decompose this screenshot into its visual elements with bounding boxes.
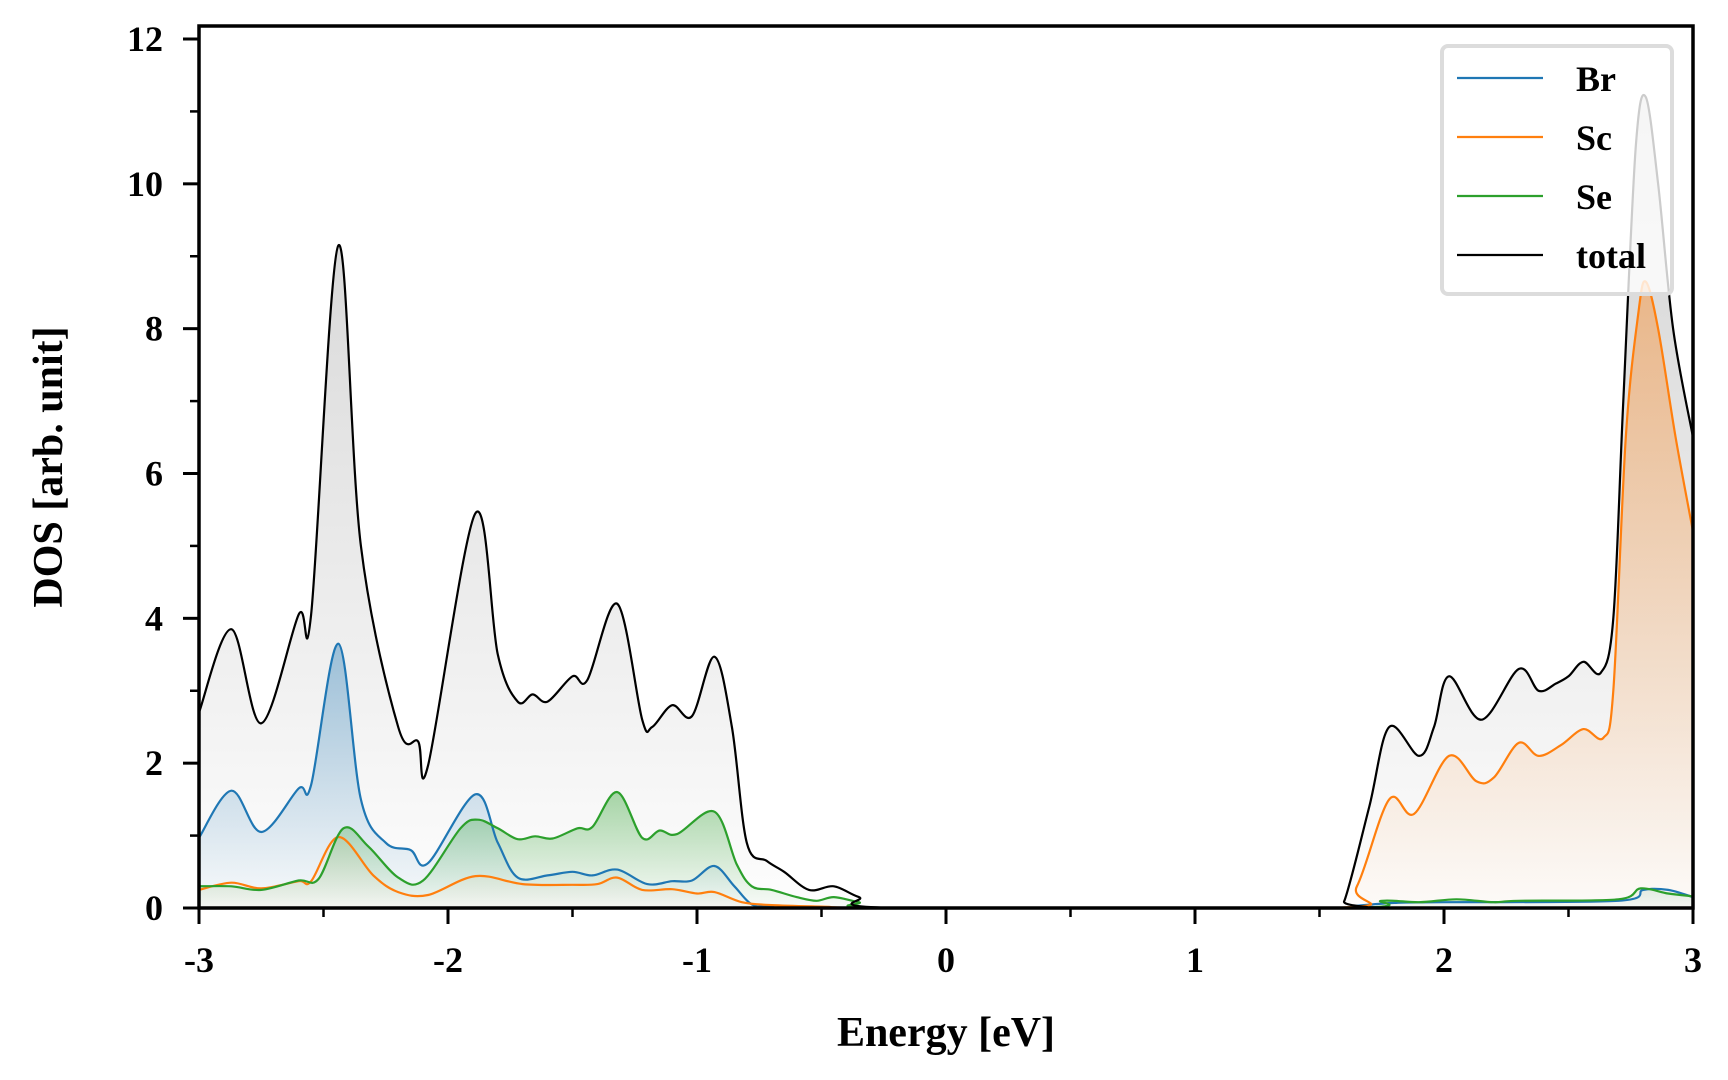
y-tick-label: 8: [145, 309, 163, 349]
y-axis-ticks: 0 2 4 6 8 10 12: [127, 19, 199, 928]
series-line-se: [199, 791, 1693, 908]
x-tick-label: 2: [1435, 940, 1453, 980]
fill-se: [199, 792, 1693, 908]
legend-label-total: total: [1576, 236, 1646, 276]
series-line-sc: [199, 280, 1693, 908]
y-tick-label: 10: [127, 164, 163, 204]
legend-label-se: Se: [1576, 177, 1612, 217]
legend: Br Sc Se total: [1440, 44, 1674, 296]
x-tick-label: 1: [1186, 940, 1204, 980]
legend-label-sc: Sc: [1576, 118, 1612, 158]
x-tick-label: 3: [1684, 940, 1702, 980]
x-axis-ticks: -3 -2 -1 0 1 2 3: [184, 908, 1702, 980]
y-tick-label: 4: [145, 598, 163, 638]
fill-total: [199, 95, 1693, 908]
x-tick-label: -3: [184, 940, 214, 980]
x-axis-title: Energy [eV]: [837, 1010, 1055, 1056]
legend-box: [1440, 44, 1674, 296]
y-tick-label: 6: [145, 454, 163, 494]
y-tick-label: 2: [145, 743, 163, 783]
legend-label-br: Br: [1576, 59, 1616, 99]
y-tick-label: 0: [145, 888, 163, 928]
series-line-br: [199, 642, 1693, 908]
x-tick-label: -2: [433, 940, 463, 980]
y-axis-title: DOS [arb. unit]: [26, 326, 72, 607]
x-tick-label: -1: [682, 940, 712, 980]
x-tick-label: 0: [937, 940, 955, 980]
series-line-total: [199, 93, 1693, 908]
series-fills: [199, 95, 1693, 908]
series-lines: [199, 93, 1693, 908]
y-tick-label: 12: [127, 19, 163, 59]
